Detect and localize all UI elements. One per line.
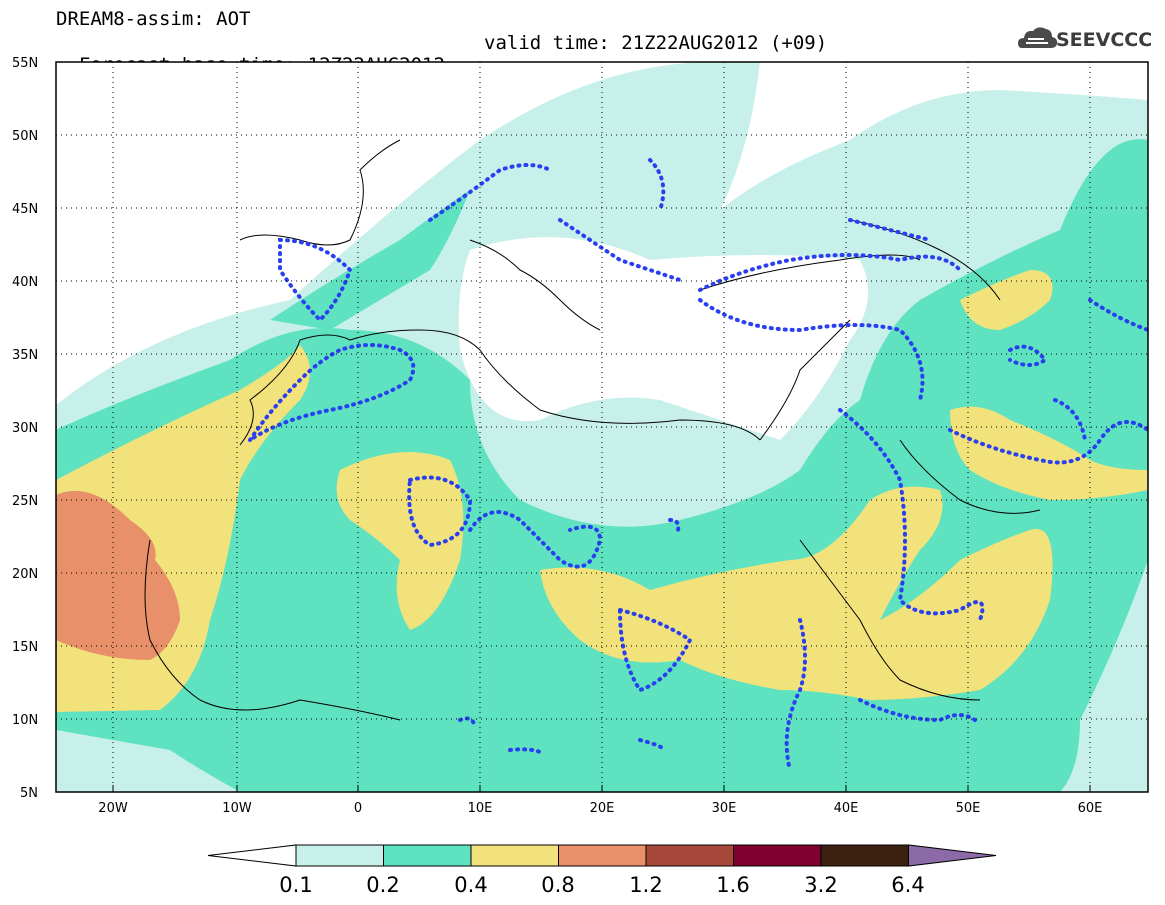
graticule bbox=[56, 62, 1148, 792]
colorbar-box bbox=[558, 844, 647, 867]
colorbar-over-triangle bbox=[908, 844, 997, 867]
lon-label: 60E bbox=[1078, 801, 1103, 816]
contour-0.4-arabia bbox=[950, 406, 1148, 500]
contour-0.4-sahel bbox=[540, 486, 1053, 700]
latitude-labels: 55N 50N 45N 40N 35N 30N 25N 20N 15N 10N … bbox=[12, 56, 38, 801]
lat-label: 45N bbox=[12, 202, 38, 217]
lat-label: 30N bbox=[12, 421, 38, 436]
contour-0.8 bbox=[56, 490, 180, 660]
contour-0.2-north bbox=[270, 190, 470, 330]
colorbar-box bbox=[820, 844, 909, 867]
colorbar-label: 1.6 bbox=[716, 873, 750, 897]
colorbar-box bbox=[383, 844, 472, 867]
colorbar-under-triangle bbox=[207, 844, 297, 867]
coastlines bbox=[144, 139, 1041, 721]
map-title: DREAM8-assim: AOT bbox=[56, 8, 251, 30]
colorbar-box bbox=[295, 844, 384, 867]
contour-low-med bbox=[458, 237, 868, 440]
longitude-labels: 20W 10W 0 10E 20E 30E 40E 50E 60E bbox=[98, 801, 1102, 816]
lon-label: 30E bbox=[712, 801, 737, 816]
lat-label: 20N bbox=[12, 567, 38, 582]
logo-text: SEEVCCC bbox=[1056, 29, 1153, 51]
colorbar-label: 0.8 bbox=[541, 873, 575, 897]
colorbar-label: 0.2 bbox=[366, 873, 400, 897]
lat-label: 25N bbox=[12, 494, 38, 509]
contour-0.4-central bbox=[336, 452, 464, 630]
contour-0.4-iran bbox=[960, 270, 1053, 330]
lat-label: 40N bbox=[12, 275, 38, 290]
colorbar-label: 3.2 bbox=[804, 873, 838, 897]
colorbar-box bbox=[645, 844, 734, 867]
colorbar-box bbox=[470, 844, 559, 867]
aot-contours bbox=[56, 62, 1148, 792]
valid-time-text: valid time: 21Z22AUG2012 (+09) bbox=[484, 32, 828, 54]
lon-label: 40E bbox=[834, 801, 859, 816]
colorbar-box bbox=[733, 844, 822, 867]
cloud-icon bbox=[1018, 27, 1058, 48]
lat-label: 55N bbox=[12, 56, 38, 71]
colorbar-label: 1.2 bbox=[629, 873, 663, 897]
colorbar-label: 0.1 bbox=[279, 873, 313, 897]
lon-label: 20E bbox=[590, 801, 615, 816]
colorbar-label: 0.4 bbox=[454, 873, 488, 897]
lat-label: 50N bbox=[12, 129, 38, 144]
lon-label: 10E bbox=[468, 801, 493, 816]
lon-label: 20W bbox=[98, 801, 128, 816]
lat-label: 15N bbox=[12, 640, 38, 655]
lon-label: 10W bbox=[222, 801, 252, 816]
lat-label: 5N bbox=[20, 786, 38, 801]
dotted-contours bbox=[248, 158, 1148, 772]
lon-label: 50E bbox=[956, 801, 981, 816]
lon-label: 0 bbox=[354, 801, 362, 816]
lat-label: 35N bbox=[12, 348, 38, 363]
lat-label: 10N bbox=[12, 713, 38, 728]
colorbar-label: 6.4 bbox=[891, 873, 925, 897]
ticks bbox=[112, 785, 1091, 792]
colorbar bbox=[207, 844, 997, 867]
